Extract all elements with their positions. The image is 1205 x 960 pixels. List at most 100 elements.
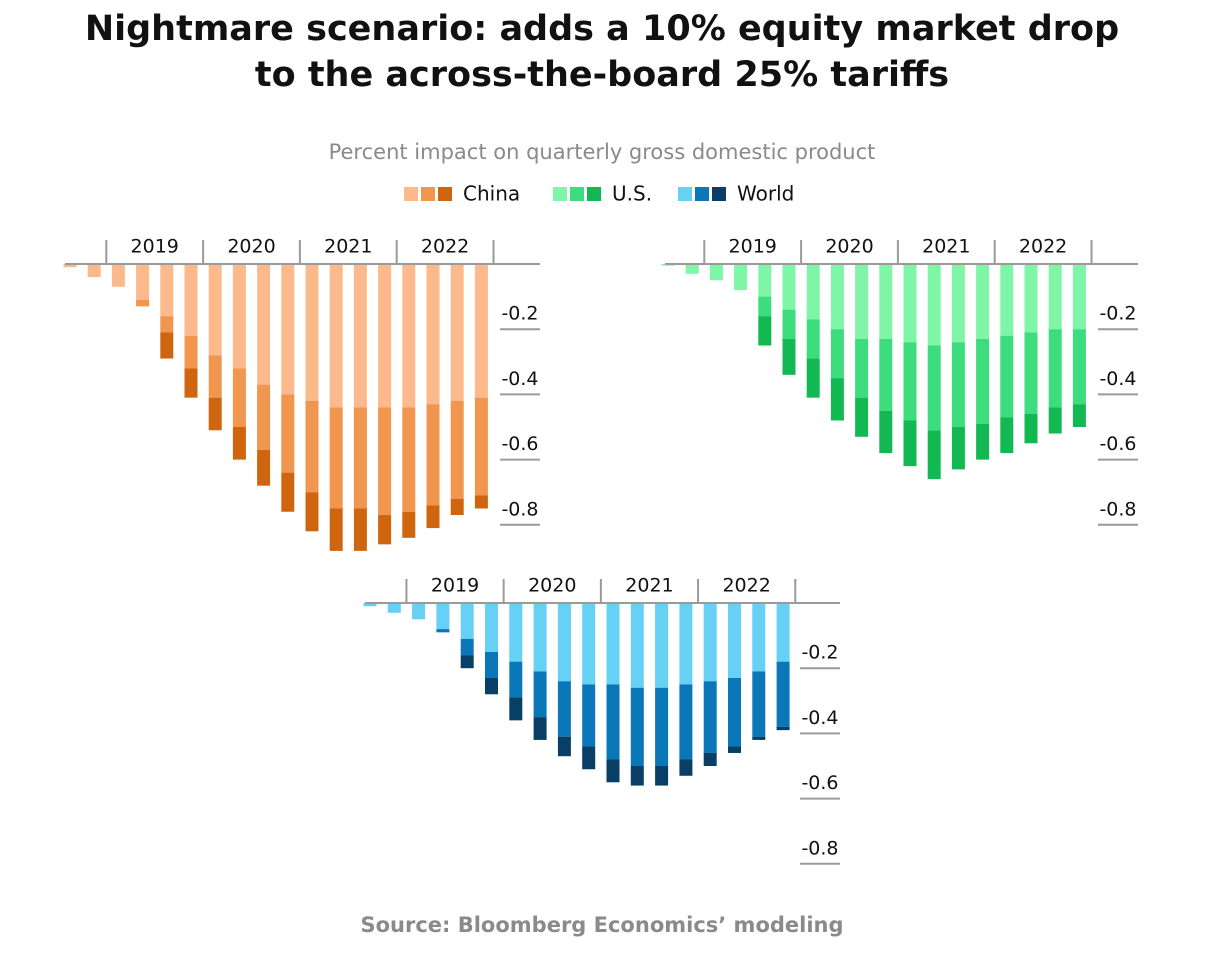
bar-segment bbox=[685, 264, 699, 274]
bar-segment bbox=[412, 603, 426, 620]
y-tick-label: -0.4 bbox=[801, 707, 838, 729]
bar-segment bbox=[485, 677, 498, 695]
bar-segment bbox=[208, 355, 222, 398]
bar-segment bbox=[776, 603, 790, 662]
bar-segment bbox=[679, 603, 693, 685]
bar-segment bbox=[752, 671, 766, 737]
bar-segment bbox=[1048, 407, 1062, 434]
year-label: 2019 bbox=[729, 236, 777, 258]
bar-segment bbox=[855, 397, 869, 437]
bar-segment bbox=[879, 410, 893, 454]
bar-segment bbox=[378, 407, 392, 516]
bar-segment bbox=[136, 299, 150, 307]
bar-segment bbox=[474, 495, 488, 509]
bar-segment bbox=[855, 264, 869, 339]
y-tick-label: -0.4 bbox=[501, 368, 538, 390]
bar-segment bbox=[582, 746, 596, 770]
bar-segment bbox=[776, 661, 790, 727]
bar-segment bbox=[485, 651, 498, 678]
bar-segment bbox=[606, 603, 620, 685]
y-tick-label: -0.2 bbox=[1099, 303, 1136, 325]
bar-segment bbox=[951, 342, 965, 427]
bar-segment bbox=[402, 264, 416, 408]
bar-segment bbox=[1072, 264, 1086, 330]
y-tick-label: -0.8 bbox=[1099, 498, 1136, 520]
bar-segment bbox=[378, 515, 392, 545]
bar-segment bbox=[758, 316, 772, 346]
legend-swatch bbox=[404, 187, 418, 201]
bar-segment bbox=[329, 407, 343, 509]
bar-segment bbox=[184, 368, 198, 398]
y-tick-label: -0.6 bbox=[501, 433, 538, 455]
bar-segment bbox=[752, 603, 766, 672]
y-tick-label: -0.8 bbox=[801, 837, 838, 859]
bar-segment bbox=[232, 427, 246, 460]
bar-segment bbox=[1000, 417, 1014, 454]
bar-segment bbox=[305, 264, 319, 401]
bar-segment bbox=[709, 264, 723, 281]
bar-segment bbox=[734, 264, 748, 291]
bar-segment bbox=[879, 264, 893, 339]
bar-segment bbox=[257, 384, 271, 450]
bar-segment bbox=[879, 338, 893, 411]
bar-segment bbox=[450, 400, 464, 499]
source: Source: Bloomberg Economics’ modeling bbox=[360, 913, 843, 937]
bar-segment bbox=[160, 316, 174, 333]
legend-swatch bbox=[587, 187, 601, 201]
bar-segment bbox=[630, 766, 644, 786]
bar-segment bbox=[533, 603, 547, 672]
bar-segment bbox=[830, 264, 844, 330]
bar-segment bbox=[951, 264, 965, 343]
bar-segment bbox=[806, 319, 820, 359]
bar-segment bbox=[329, 264, 343, 408]
bar-segment bbox=[533, 671, 547, 718]
bar-segment bbox=[582, 603, 596, 685]
bar-segment bbox=[679, 684, 693, 760]
bar-segment bbox=[509, 661, 523, 698]
bar-segment bbox=[703, 603, 717, 682]
y-tick-label: -0.4 bbox=[1099, 368, 1136, 390]
bar-segment bbox=[474, 264, 488, 398]
bar-segment bbox=[1024, 332, 1038, 414]
title: Nightmare scenario: adds a 10% equity ma… bbox=[85, 9, 1119, 49]
bar-segment bbox=[752, 736, 766, 740]
bar-segment bbox=[184, 335, 198, 369]
bar-segment bbox=[655, 603, 669, 688]
bar-segment bbox=[1000, 264, 1014, 336]
bar-segment bbox=[630, 603, 644, 688]
year-label: 2021 bbox=[922, 236, 970, 258]
bar-segment bbox=[1048, 264, 1062, 330]
bar-segment bbox=[460, 655, 474, 669]
title: to the across-the-board 25% tariffs bbox=[255, 55, 949, 95]
bar-segment bbox=[353, 264, 367, 408]
bar-segment bbox=[903, 342, 917, 421]
bar-segment bbox=[806, 358, 820, 398]
bar-segment bbox=[830, 329, 844, 379]
bar-segment bbox=[582, 684, 596, 747]
bar-segment bbox=[533, 717, 547, 740]
legend-swatch bbox=[553, 187, 567, 201]
y-tick-label: -0.2 bbox=[801, 642, 838, 664]
year-label: 2019 bbox=[431, 575, 479, 597]
bar-segment bbox=[728, 746, 741, 753]
legend-label: China bbox=[463, 182, 520, 206]
bar-segment bbox=[1072, 329, 1086, 405]
bar-segment bbox=[208, 264, 222, 356]
bar-segment bbox=[474, 397, 488, 496]
bar-segment bbox=[136, 264, 150, 300]
bar-segment bbox=[329, 508, 343, 551]
year-label: 2021 bbox=[324, 236, 372, 258]
bar-segment bbox=[606, 759, 620, 783]
bar-segment bbox=[655, 687, 669, 766]
bar-segment bbox=[426, 404, 440, 506]
bar-segment bbox=[363, 603, 377, 607]
bar-segment bbox=[728, 603, 741, 678]
year-label: 2022 bbox=[1019, 236, 1067, 258]
bar-segment bbox=[927, 264, 941, 346]
bar-segment bbox=[679, 759, 693, 776]
bar-segment bbox=[509, 603, 523, 662]
bar-segment bbox=[387, 603, 401, 613]
bar-segment bbox=[903, 420, 917, 467]
year-label: 2021 bbox=[625, 575, 673, 597]
bar-segment bbox=[1072, 404, 1086, 427]
